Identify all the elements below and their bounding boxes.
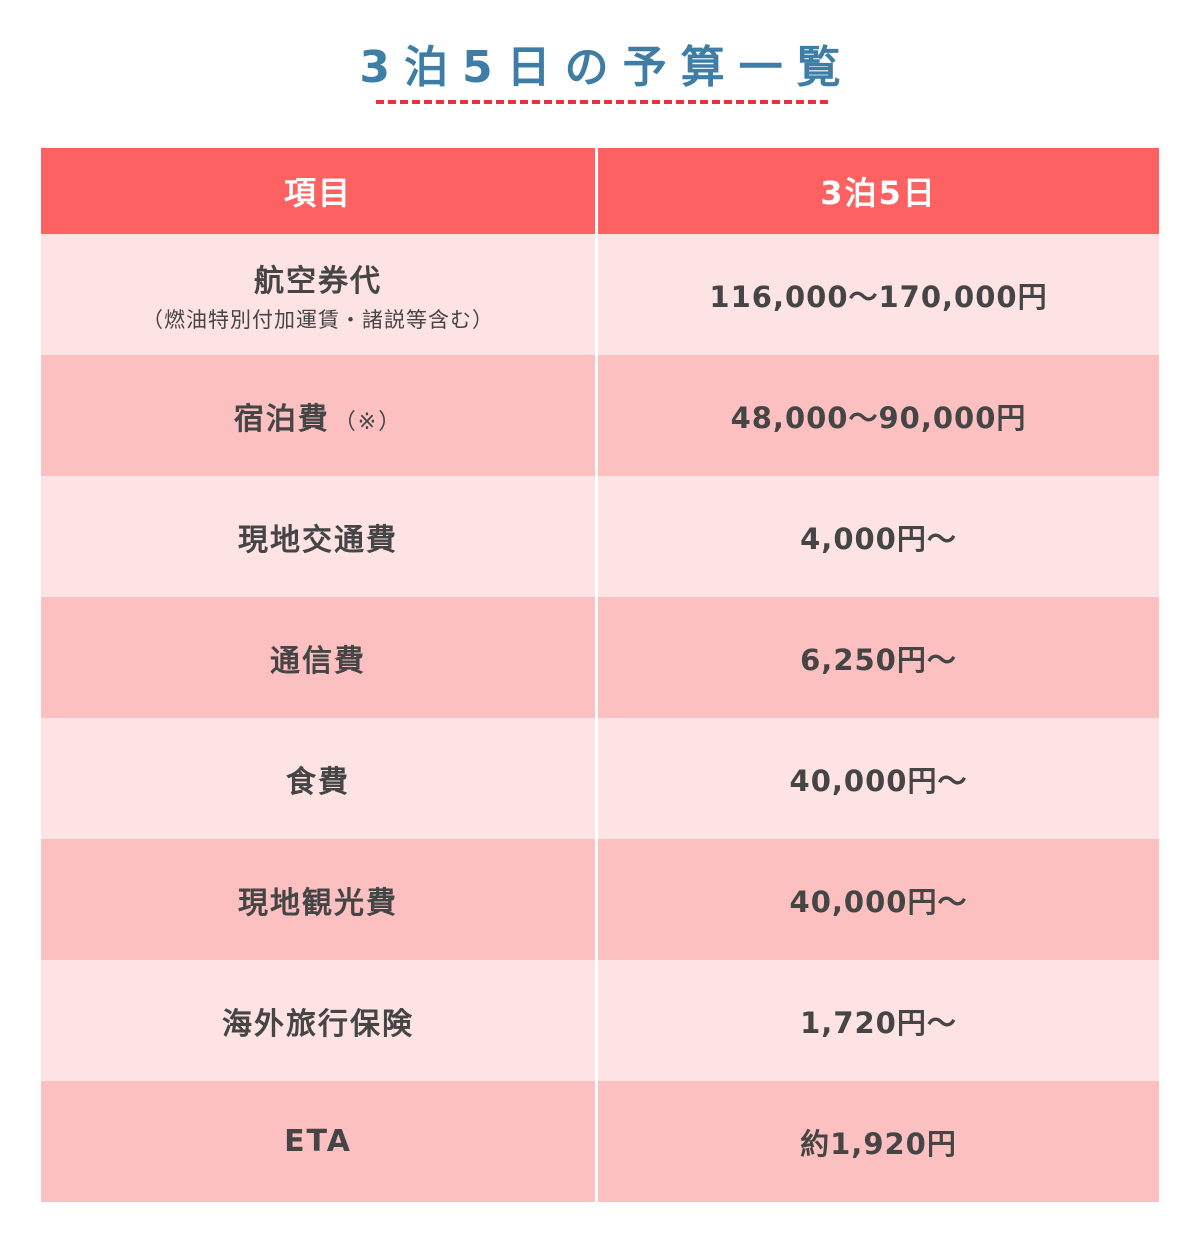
header-duration: 3泊5日 [820, 174, 937, 212]
item-cell: 現地交通費 [41, 476, 598, 597]
item-note: （※） [333, 409, 403, 435]
title-underline [376, 100, 828, 104]
table-row: 通信費 6,250円〜 [41, 597, 1159, 718]
item-label: 宿泊費 [233, 401, 330, 437]
item-label-group: 宿泊費 （※） [234, 394, 402, 438]
value-cell: 約1,920円 [800, 1126, 957, 1161]
page-title: 3泊5日の予算一覧 [359, 42, 855, 93]
value-cell: 40,000円〜 [789, 884, 968, 919]
table-row: 海外旅行保険 1,720円〜 [41, 960, 1159, 1081]
title-wrap: 3泊5日の予算一覧 [0, 40, 1200, 102]
item-cell: 食費 [41, 718, 598, 839]
value-cell: 4,000円〜 [800, 521, 957, 556]
item-label: 航空券代 [254, 263, 382, 299]
header-item: 項目 [41, 148, 598, 234]
item-cell: 海外旅行保険 [41, 960, 598, 1081]
item-sublabel: （燃油特別付加運賃・諸説等含む） [142, 307, 494, 332]
table-header: 項目 3泊5日 [41, 148, 1159, 234]
item-cell: 現地観光費 [41, 839, 598, 960]
value-cell: 116,000〜170,000円 [709, 279, 1048, 314]
budget-table: 項目 3泊5日 航空券代 （燃油特別付加運賃・諸説等含む） 116,000〜17… [41, 148, 1159, 1202]
item-cell: 宿泊費 （※） [41, 355, 598, 476]
item-cell: 通信費 [41, 597, 598, 718]
value-cell: 40,000円〜 [789, 763, 968, 798]
table-row: 現地観光費 40,000円〜 [41, 839, 1159, 960]
item-cell: 航空券代 （燃油特別付加運賃・諸説等含む） [41, 234, 598, 355]
table-row: 現地交通費 4,000円〜 [41, 476, 1159, 597]
table-row: 食費 40,000円〜 [41, 718, 1159, 839]
value-cell: 6,250円〜 [800, 642, 957, 677]
table-row: ETA 約1,920円 [41, 1081, 1159, 1202]
table-row: 航空券代 （燃油特別付加運賃・諸説等含む） 116,000〜170,000円 [41, 234, 1159, 355]
value-cell: 1,720円〜 [800, 1005, 957, 1040]
table-row: 宿泊費 （※） 48,000〜90,000円 [41, 355, 1159, 476]
value-cell: 48,000〜90,000円 [730, 400, 1027, 435]
item-cell: ETA [41, 1081, 598, 1202]
